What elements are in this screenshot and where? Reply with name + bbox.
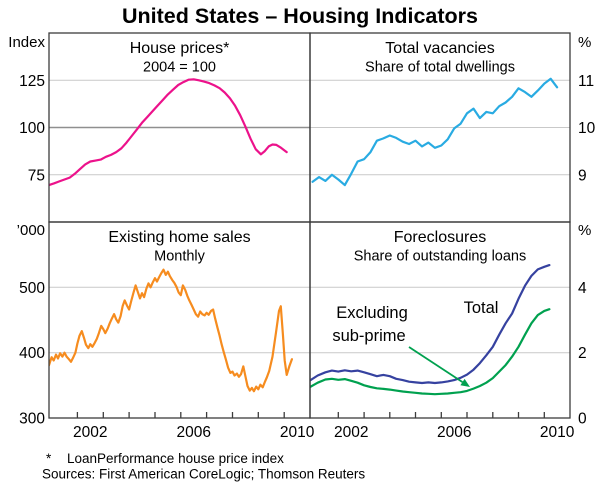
gridlines-layer	[49, 79, 570, 354]
panel-frame-foreclosures	[309, 221, 571, 419]
annotation-arrow-foreclosures	[408, 346, 463, 383]
footnote-marker: *	[46, 451, 52, 466]
y-axis-label-existing-home-sales-500: 500	[19, 280, 45, 297]
series-line-foreclosures-total	[310, 264, 551, 385]
panel-subtitle-total-vacancies: Share of total dwellings	[365, 60, 515, 76]
panel-subtitle-house-prices: 2004 = 100	[143, 60, 216, 76]
series-line-foreclosures-excluding-subprime	[310, 308, 551, 396]
footnote-text: LoanPerformance house price index	[67, 451, 284, 466]
y-axis-label-foreclosures-0: 0	[578, 411, 587, 428]
panel-title-existing-home-sales: Existing home sales	[108, 229, 250, 246]
sources-text: Sources: First American CoreLogic; Thoms…	[42, 467, 365, 482]
series-line-vacancy-rate	[311, 77, 559, 187]
series-line-existing-home-sales-monthly	[49, 268, 293, 393]
panel-subtitle-foreclosures: Share of outstanding loans	[354, 249, 527, 265]
axis-labels-layer: 125 100 75 11 10 9 500 400 300 2002 2006 2010 4 2 0 200…	[19, 73, 595, 441]
x-axis-label-existing-home-sales-2006: 2006	[176, 424, 210, 441]
x-axis-label-foreclosures-2006: 2006	[437, 424, 471, 441]
y-axis-label-foreclosures-2: 2	[578, 345, 587, 362]
series-label-total: Total	[464, 299, 499, 317]
y-axis-label-existing-home-sales-300: 300	[19, 411, 45, 428]
series-line-house-price-index	[49, 78, 288, 187]
series-label-excluding-subprime-line1: Excluding	[336, 304, 408, 322]
y-axis-unit-index: Index	[8, 34, 45, 51]
series-layer	[49, 77, 559, 396]
panel-title-foreclosures: Foreclosures	[394, 229, 486, 246]
x-axis-label-foreclosures-2002: 2002	[334, 424, 368, 441]
y-axis-label-foreclosures-4: 4	[578, 280, 587, 297]
y-axis-label-total-vacancies-10: 10	[578, 120, 596, 137]
panel-title-total-vacancies: Total vacancies	[385, 40, 494, 57]
x-axis-label-existing-home-sales-2010: 2010	[280, 424, 315, 441]
y-axis-label-house-prices-100: 100	[19, 120, 45, 137]
panel-title-house-prices: House prices*	[130, 40, 230, 57]
y-axis-label-total-vacancies-9: 9	[578, 167, 587, 184]
x-axis-label-foreclosures-2010: 2010	[540, 424, 575, 441]
chart-title: United States – Housing Indicators	[122, 4, 478, 28]
panel-subtitle-existing-home-sales: Monthly	[154, 249, 206, 265]
y-axis-label-house-prices-75: 75	[28, 167, 45, 184]
y-axis-unit-percent-bottom: %	[578, 222, 591, 239]
y-axis-label-total-vacancies-11: 11	[578, 73, 594, 90]
y-axis-unit-percent-top: %	[578, 34, 591, 51]
series-label-excluding-subprime-line2: sub-prime	[332, 327, 405, 345]
y-axis-label-existing-home-sales-400: 400	[19, 345, 45, 362]
y-axis-label-house-prices-125: 125	[19, 73, 45, 90]
x-axis-label-existing-home-sales-2002: 2002	[73, 424, 107, 441]
annotation-arrowhead-foreclosures	[460, 378, 470, 387]
panel-frames-layer	[48, 32, 571, 419]
y-axis-unit-thousands: ’000	[17, 222, 45, 239]
